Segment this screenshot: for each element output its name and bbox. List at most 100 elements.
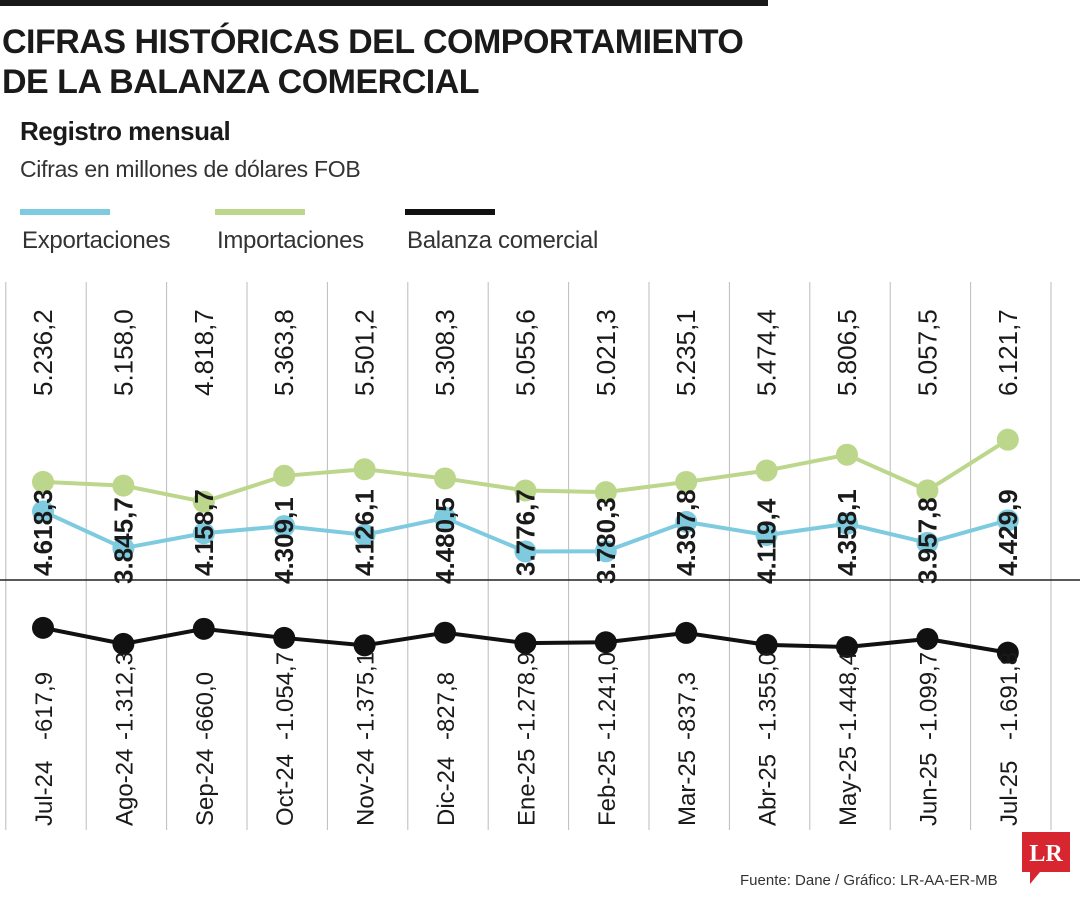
importaciones-point xyxy=(755,459,778,482)
importaciones-data-label: 5.308,3 xyxy=(430,309,460,396)
balanza-data-label: -1.278,9 xyxy=(513,652,540,740)
exportaciones-data-label: 3.776,7 xyxy=(510,489,540,576)
importaciones-point xyxy=(916,479,939,502)
exportaciones-point xyxy=(32,500,54,523)
balanza-data-label: -660,0 xyxy=(192,672,219,740)
exportaciones-point xyxy=(675,510,698,533)
x-tick-label: Dic-24 xyxy=(433,757,460,826)
balanza-point xyxy=(514,632,537,655)
balanza-point xyxy=(353,634,376,657)
lr-logo: LR xyxy=(1022,832,1070,884)
source-note: Fuente: Dane / Gráfico: LR-AA-ER-MB xyxy=(740,872,998,889)
exportaciones-point xyxy=(594,540,617,563)
balanza-data-label: -837,3 xyxy=(674,672,701,740)
exportaciones-data-label: 4.358,1 xyxy=(832,489,862,576)
exportaciones-point xyxy=(514,540,537,563)
importaciones-point xyxy=(675,470,698,493)
exportaciones-data-label: 4.480,5 xyxy=(430,497,460,584)
balanza-data-label: -1.448,4 xyxy=(835,652,862,740)
importaciones-data-label: 5.055,6 xyxy=(510,309,540,396)
importaciones-data-label: 5.235,1 xyxy=(671,309,701,396)
balanza-data-label: -1.375,1 xyxy=(353,652,380,740)
legend-label-exportaciones: Exportaciones xyxy=(22,227,171,254)
exportaciones-point xyxy=(434,506,456,529)
importaciones-data-label: 4.818,7 xyxy=(189,309,219,396)
x-tick-label: Ene-25 xyxy=(513,749,540,826)
importaciones-point xyxy=(594,481,617,504)
x-tick-label: Jun-25 xyxy=(915,753,942,826)
x-tick-label: Sep-24 xyxy=(192,749,219,826)
importaciones-point xyxy=(996,428,1019,451)
balanza-point xyxy=(836,636,858,659)
exportaciones-point xyxy=(755,524,778,547)
balanza-data-label: -1.099,7 xyxy=(915,652,942,740)
importaciones-point xyxy=(353,458,376,481)
chart-subtitle: Registro mensual xyxy=(20,116,231,146)
importaciones-data-label: 5.474,4 xyxy=(752,309,782,396)
exportaciones-data-label: 4.397,8 xyxy=(671,489,701,576)
x-tick-label: May-25 xyxy=(835,746,862,826)
importaciones-data-label: 5.501,2 xyxy=(350,309,380,396)
exportaciones-point xyxy=(353,523,376,546)
lr-logo-text: LR xyxy=(1029,841,1063,867)
importaciones-point xyxy=(836,443,858,466)
line-chart: 5.236,2 4.618,3 -617,9 Jul-24 5.158,0 3.845,7… xyxy=(0,282,1080,830)
balanza-point xyxy=(675,621,698,644)
exportaciones-point xyxy=(112,537,135,560)
importaciones-point xyxy=(192,490,215,513)
balanza-data-label: -1.355,0 xyxy=(755,652,782,740)
balanza-data-label: -1.312,3 xyxy=(111,652,138,740)
importaciones-data-label: 5.236,2 xyxy=(28,309,58,396)
exportaciones-data-label: 4.158,7 xyxy=(189,489,219,576)
importaciones-data-label: 5.363,8 xyxy=(269,309,299,396)
exportaciones-point xyxy=(916,531,939,554)
balanza-data-label: -1.241,0 xyxy=(594,652,621,740)
exportaciones-data-label: 4.618,3 xyxy=(28,489,58,576)
importaciones-data-label: 5.806,5 xyxy=(832,309,862,396)
x-tick-label: Oct-24 xyxy=(272,754,299,826)
balanza-point xyxy=(32,616,54,639)
exportaciones-data-label: 3.957,8 xyxy=(912,497,942,584)
importaciones-point xyxy=(434,467,456,490)
chart-title: CIFRAS HISTÓRICAS DEL COMPORTAMIENTO DE … xyxy=(2,22,802,102)
balanza-point xyxy=(916,627,939,650)
legend-label-balanza: Balanza comercial xyxy=(407,227,598,254)
x-tick-label: Mar-25 xyxy=(674,750,701,826)
exportaciones-data-label: 4.429,9 xyxy=(993,489,1023,576)
exportaciones-data-label: 4.309,1 xyxy=(269,497,299,584)
balanza-point xyxy=(594,631,617,654)
x-tick-label: Nov-24 xyxy=(353,749,380,826)
importaciones-point xyxy=(112,474,135,497)
importaciones-data-label: 5.057,5 xyxy=(912,309,942,396)
balanza-data-label: -617,9 xyxy=(31,672,58,740)
importaciones-point xyxy=(32,470,54,493)
exportaciones-point xyxy=(996,509,1019,532)
balanza-point xyxy=(112,632,135,655)
x-tick-label: Ago-24 xyxy=(111,749,138,826)
legend-swatch-importaciones xyxy=(215,209,305,215)
lr-logo-shape xyxy=(1022,832,1070,884)
x-tick-label: Jul-25 xyxy=(996,761,1023,826)
exportaciones-data-label: 4.119,4 xyxy=(752,498,782,584)
legend-label-importaciones: Importaciones xyxy=(217,227,364,254)
x-tick-label: Jul-24 xyxy=(31,761,58,826)
balanza-point xyxy=(755,633,778,656)
importaciones-point xyxy=(514,479,537,502)
top-rule xyxy=(0,0,768,6)
exportaciones-point xyxy=(273,515,296,538)
balanza-data-label: -1.691,8 xyxy=(996,652,1023,740)
balanza-point xyxy=(192,617,215,640)
balanza-point xyxy=(996,641,1019,664)
unit-note: Cifras en millones de dólares FOB xyxy=(20,156,361,182)
importaciones-point xyxy=(273,464,296,487)
exportaciones-point xyxy=(192,522,215,545)
importaciones-data-label: 6.121,7 xyxy=(993,309,1023,396)
title-line-2: DE LA BALANZA COMERCIAL xyxy=(2,63,480,101)
balanza-point xyxy=(434,621,456,644)
exportaciones-point xyxy=(836,512,858,535)
importaciones-data-label: 5.021,3 xyxy=(591,309,621,396)
balanza-point xyxy=(273,626,296,649)
exportaciones-data-label: 3.780,3 xyxy=(591,497,621,584)
x-tick-label: Abr-25 xyxy=(755,754,782,826)
title-line-1: CIFRAS HISTÓRICAS DEL COMPORTAMIENTO xyxy=(2,23,744,61)
